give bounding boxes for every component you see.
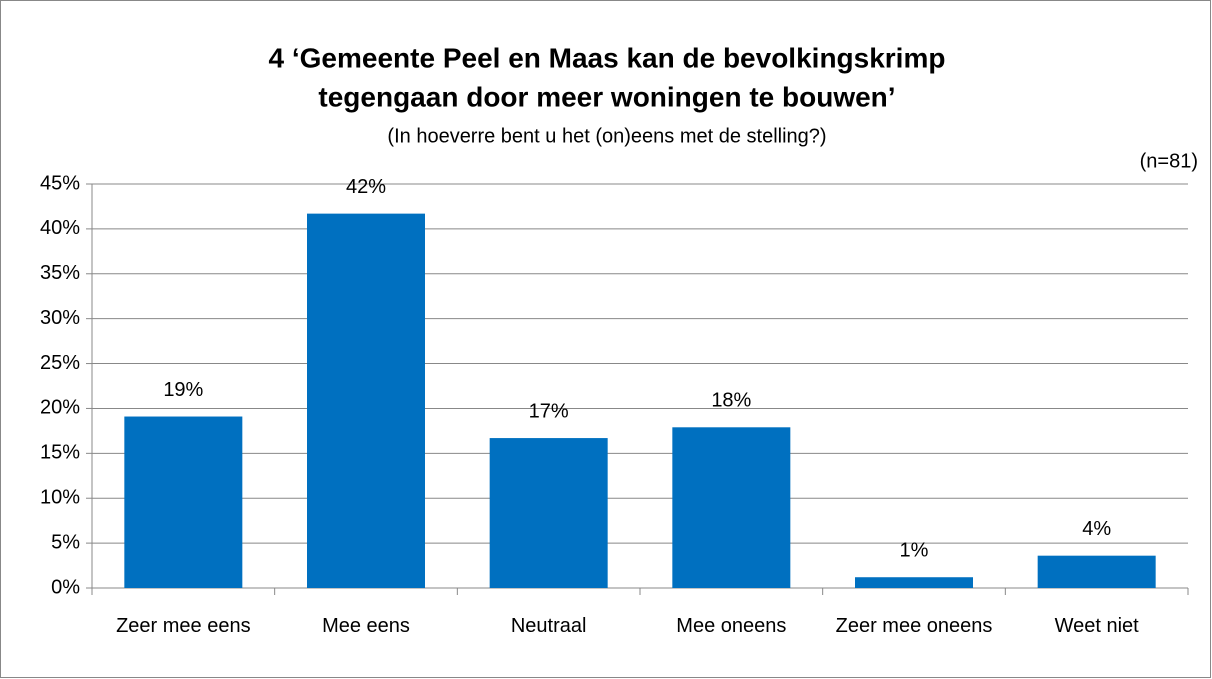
chart-subtitle: (In hoeverre bent u het (on)eens met de … <box>387 125 826 147</box>
x-tick-label: Neutraal <box>510 615 587 637</box>
chart-title: 4 ‘Gemeente Peel en Maas kan de bevolkin… <box>269 42 946 73</box>
y-tick-label: 30% <box>40 307 80 329</box>
bar <box>489 438 608 588</box>
y-tick-label: 45% <box>40 172 80 194</box>
data-label: 42% <box>346 176 386 198</box>
bar <box>124 416 243 588</box>
x-tick-label: Zeer mee eens <box>116 615 251 637</box>
y-tick-label: 25% <box>40 352 80 374</box>
y-tick-label: 35% <box>40 262 80 284</box>
x-tick-label: Mee oneens <box>676 615 787 637</box>
data-label: 1% <box>900 540 929 562</box>
bar <box>1037 555 1156 588</box>
y-tick-label: 0% <box>51 576 80 598</box>
y-tick-label: 20% <box>40 397 80 419</box>
y-tick-label: 40% <box>40 217 80 239</box>
bar <box>307 213 425 589</box>
data-label: 19% <box>163 379 203 401</box>
chart-title: tegengaan door meer woningen te bouwen’ <box>318 81 895 112</box>
y-tick-label: 10% <box>40 487 80 509</box>
x-tick-label: Weet niet <box>1054 615 1139 637</box>
data-label: 18% <box>711 390 751 412</box>
annotation: (n=81) <box>1140 150 1198 172</box>
data-label: 17% <box>529 400 569 422</box>
data-label: 4% <box>1082 518 1111 540</box>
x-tick-label: Mee eens <box>322 615 410 637</box>
y-tick-label: 5% <box>51 531 80 553</box>
bar <box>672 427 791 588</box>
bar <box>855 577 973 588</box>
x-tick-label: Zeer mee oneens <box>835 615 993 637</box>
y-tick-label: 15% <box>40 442 80 464</box>
